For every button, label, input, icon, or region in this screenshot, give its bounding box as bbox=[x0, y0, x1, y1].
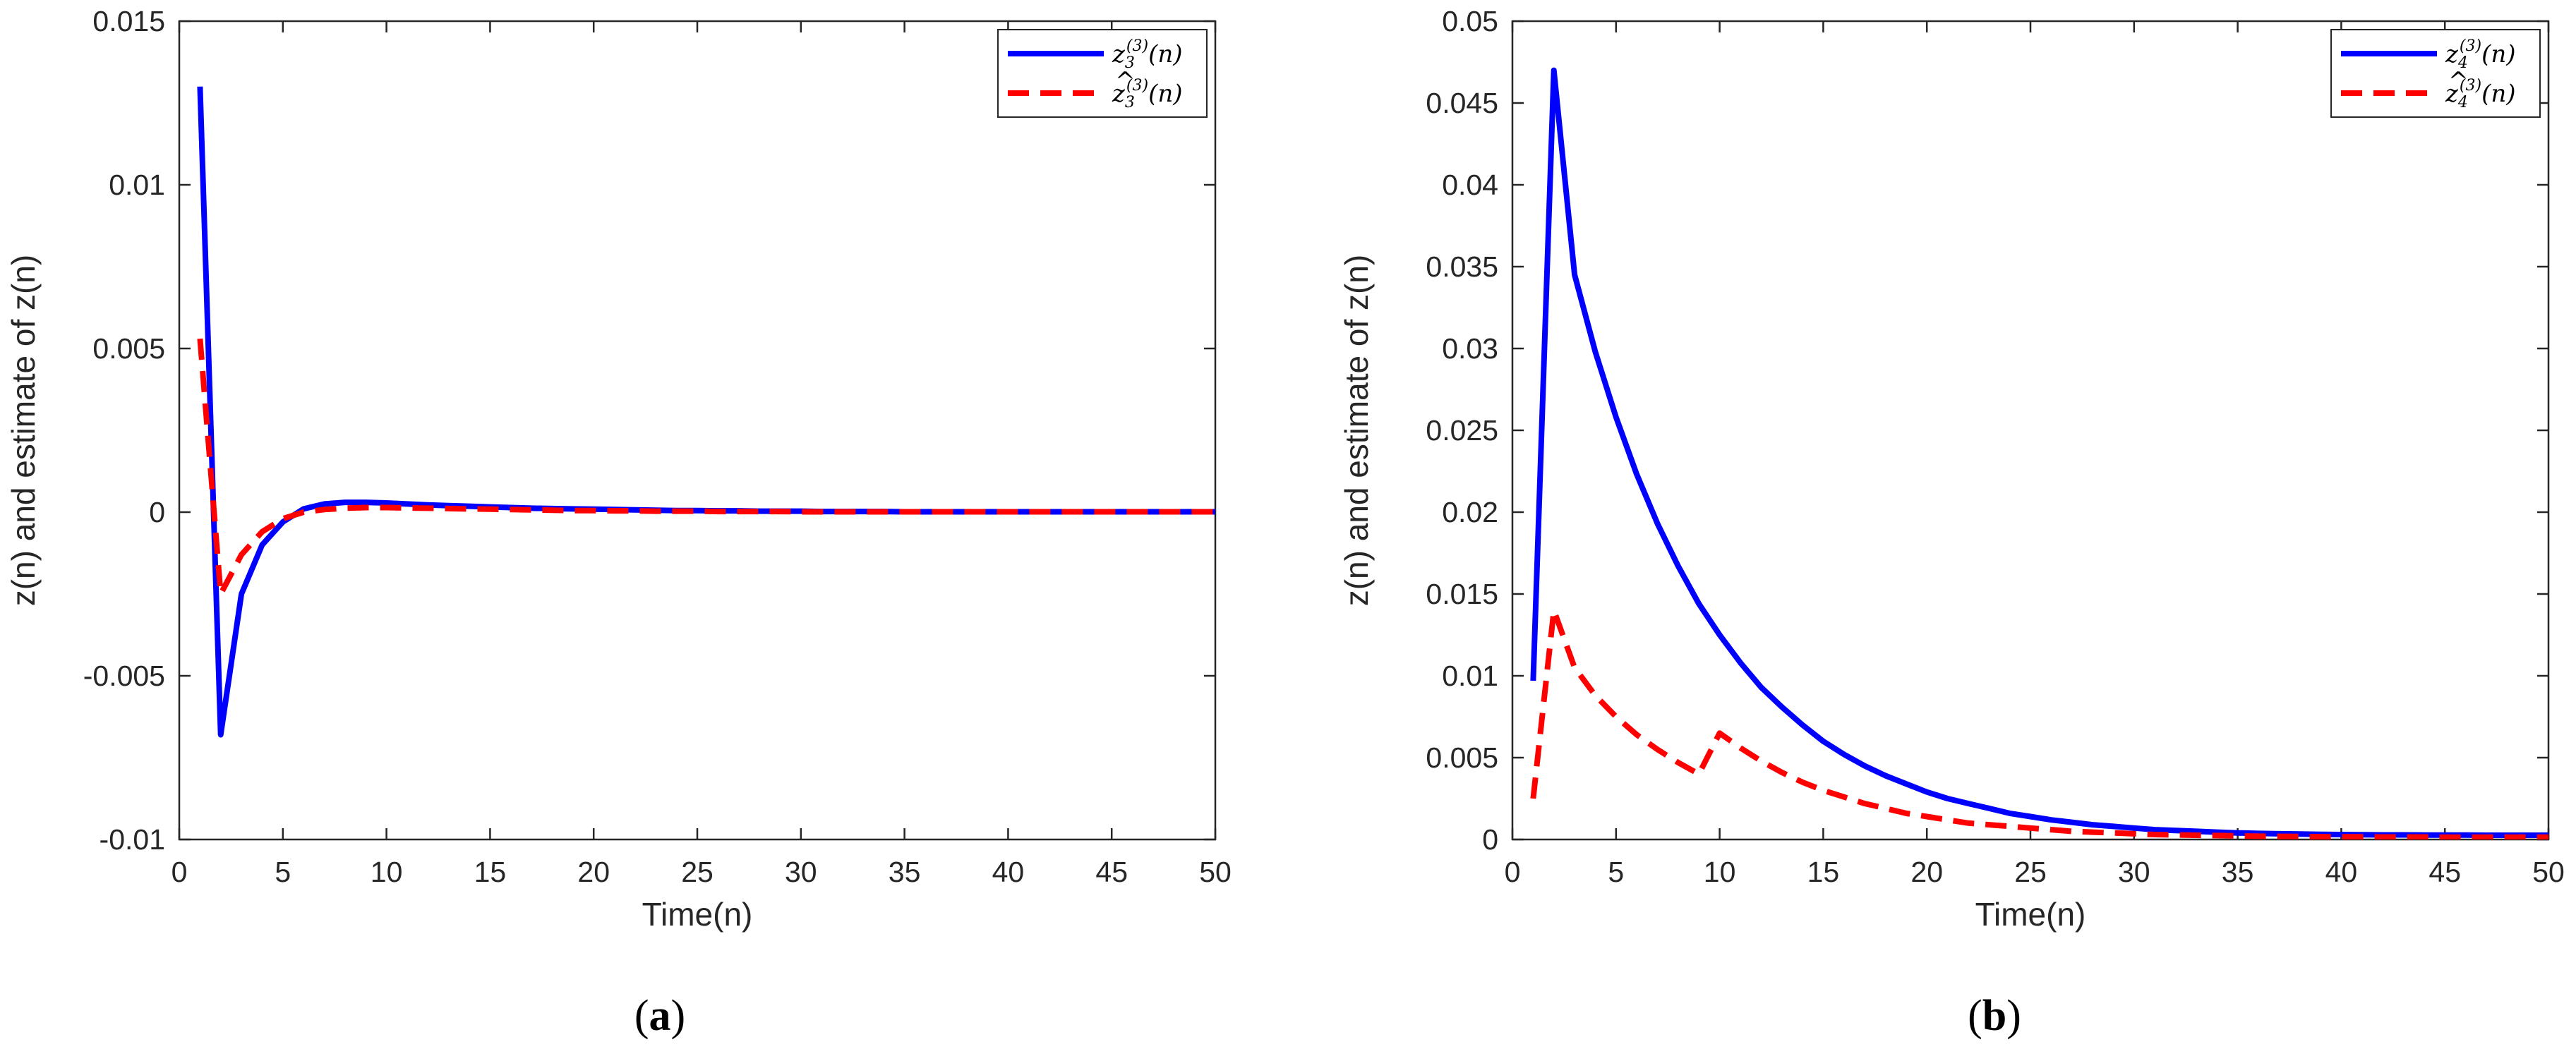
y-tick-label: 0.045 bbox=[1426, 87, 1498, 119]
y-tick-label: 0.01 bbox=[109, 169, 165, 201]
y-tick-label: 0 bbox=[1482, 823, 1498, 856]
x-tick-label: 35 bbox=[2222, 856, 2254, 888]
y-tick-label: 0.01 bbox=[1442, 660, 1498, 692]
y-axis-label: z(n) and estimate of z(n) bbox=[5, 255, 42, 607]
legend-box bbox=[2330, 29, 2541, 118]
y-tick-label: -0.01 bbox=[100, 823, 165, 856]
x-tick-label: 5 bbox=[275, 856, 291, 888]
x-tick-label: 25 bbox=[681, 856, 714, 888]
legend-hat: ^ bbox=[1115, 67, 1136, 95]
x-tick-label: 50 bbox=[2532, 856, 2565, 888]
y-tick-label: 0.015 bbox=[92, 5, 165, 37]
y-axis-label: z(n) and estimate of z(n) bbox=[1338, 255, 1375, 607]
legend-entry: z4(3)(n) bbox=[2445, 37, 2516, 72]
x-tick-label: 15 bbox=[474, 856, 507, 888]
series-line-estimate bbox=[197, 338, 1215, 597]
x-tick-label: 30 bbox=[785, 856, 817, 888]
x-tick-label: 40 bbox=[992, 856, 1025, 888]
x-axis-label: Time(n) bbox=[1975, 896, 2086, 933]
x-tick-label: 20 bbox=[1910, 856, 1943, 888]
x-tick-label: 45 bbox=[2428, 856, 2461, 888]
y-tick-label: 0.04 bbox=[1442, 169, 1498, 201]
x-tick-label: 0 bbox=[171, 856, 188, 888]
x-tick-label: 35 bbox=[889, 856, 921, 888]
legend-box bbox=[997, 29, 1208, 118]
y-tick-label: 0.025 bbox=[1426, 414, 1498, 447]
y-tick-label: 0 bbox=[149, 496, 165, 528]
x-tick-label: 40 bbox=[2325, 856, 2358, 888]
y-tick-label: 0.005 bbox=[1426, 741, 1498, 774]
y-tick-label: 0.015 bbox=[1426, 578, 1498, 610]
y-tick-label: -0.005 bbox=[83, 660, 165, 692]
x-tick-label: 10 bbox=[371, 856, 403, 888]
legend-entry: z3(3)(n) bbox=[1112, 37, 1183, 72]
legend-entry: z4(3)(n) bbox=[2445, 77, 2516, 111]
panel-caption: (a) bbox=[634, 992, 685, 1040]
x-tick-label: 30 bbox=[2118, 856, 2150, 888]
x-tick-label: 20 bbox=[577, 856, 610, 888]
panel-b: 0 5 10 15 20 25 30 35 40 45 50 0 0.005 0.01 0.015 0.02 0… bbox=[1338, 5, 2565, 1040]
y-tick-label: 0.05 bbox=[1442, 5, 1498, 37]
x-tick-label: 50 bbox=[1199, 856, 1232, 888]
y-tick-label: 0.03 bbox=[1442, 332, 1498, 365]
x-axis-label: Time(n) bbox=[642, 896, 753, 933]
panel-caption: (b) bbox=[1968, 992, 2021, 1040]
x-tick-label: 10 bbox=[1704, 856, 1736, 888]
plot-area bbox=[178, 20, 1217, 841]
x-tick-label: 5 bbox=[1608, 856, 1624, 888]
legend-entry: z3(3)(n) bbox=[1112, 77, 1183, 111]
x-tick-label: 15 bbox=[1807, 856, 1840, 888]
series-line-estimate bbox=[1530, 607, 2548, 839]
x-tick-label: 25 bbox=[2014, 856, 2047, 888]
x-tick-label: 45 bbox=[1095, 856, 1128, 888]
panel-a: 0 5 10 15 20 25 30 35 40 45 50 -0.01 -0.005 0 0.005 0.0… bbox=[5, 5, 1232, 1040]
y-tick-label: 0.035 bbox=[1426, 250, 1498, 283]
legend-hat: ^ bbox=[2448, 67, 2469, 95]
y-tick-label: 0.02 bbox=[1442, 496, 1498, 528]
plot-area bbox=[1511, 20, 2550, 841]
y-tick-label: 0.005 bbox=[92, 332, 165, 365]
x-tick-label: 0 bbox=[1505, 856, 1521, 888]
